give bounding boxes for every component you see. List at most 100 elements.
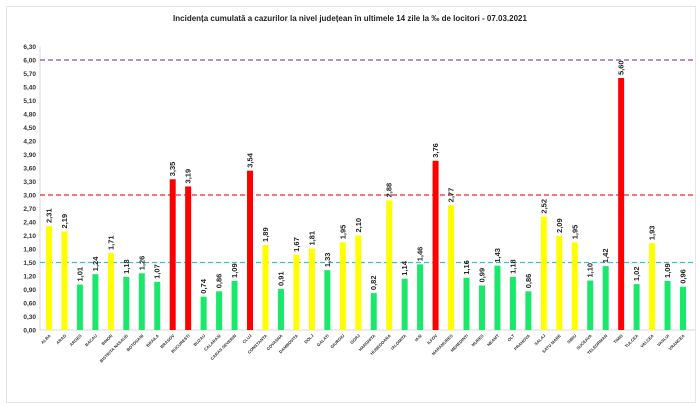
bar	[61, 231, 68, 330]
y-tick-label: 5,70	[23, 71, 36, 78]
data-label: 1,42	[601, 248, 610, 263]
bar	[401, 278, 408, 330]
bar	[602, 266, 609, 330]
bar	[247, 170, 254, 330]
bar	[324, 270, 331, 330]
data-label: 1,95	[570, 225, 579, 240]
y-tick-label: 3,00	[23, 193, 36, 200]
bar	[633, 284, 640, 330]
category-label: VASLUI	[656, 333, 670, 347]
category-label: IALOMITA	[390, 333, 408, 351]
bar	[138, 273, 145, 330]
y-tick-label: 0,60	[23, 301, 36, 308]
bar	[509, 276, 516, 330]
data-label: 2,10	[354, 218, 363, 233]
bar	[386, 200, 393, 330]
bar	[154, 281, 161, 330]
y-tick-label: 3,30	[23, 179, 36, 186]
data-label: 1,89	[261, 227, 270, 242]
bar	[556, 235, 563, 330]
bar	[200, 296, 207, 330]
data-label: 3,76	[431, 143, 440, 158]
data-label: 1,18	[122, 259, 131, 274]
y-tick-label: 5,40	[23, 85, 36, 92]
y-tick-label: 4,50	[23, 125, 36, 132]
y-tick-label: 4,20	[23, 139, 36, 146]
bar	[463, 277, 470, 330]
bar	[680, 286, 686, 330]
category-label: SIBIU	[566, 333, 577, 344]
data-label: 3,35	[168, 162, 177, 177]
bar	[571, 242, 578, 330]
data-label: 1,07	[153, 264, 162, 279]
bar	[231, 280, 238, 330]
bar	[277, 289, 284, 330]
y-tick-label: 1,80	[23, 247, 36, 254]
data-label: 0,86	[524, 274, 533, 289]
data-label: 1,46	[416, 247, 425, 262]
category-label: SALAJ	[533, 333, 547, 347]
category-label: BUZAU	[192, 333, 206, 347]
category-label: BIHOR	[100, 333, 113, 346]
y-tick-label: 1,50	[23, 260, 36, 267]
data-label: 0,74	[199, 278, 208, 293]
category-label: ARAD	[55, 333, 67, 345]
bar	[432, 160, 439, 330]
bar	[478, 285, 485, 330]
y-tick-label: 2,70	[23, 206, 36, 213]
y-tick-label: 0,30	[23, 314, 36, 321]
data-label: 2,31	[45, 208, 54, 223]
bar	[355, 235, 362, 330]
category-label: MURES	[470, 333, 484, 347]
bar	[92, 274, 99, 330]
data-label: 1,01	[75, 267, 84, 282]
bar	[339, 242, 346, 330]
y-tick-label: 3,90	[23, 152, 36, 159]
data-label: 1,71	[106, 235, 115, 250]
chart-title: Incidența cumulată a cazurilor la nivel …	[173, 14, 527, 23]
bar	[123, 276, 130, 330]
category-label: GORJ	[349, 333, 361, 345]
category-label: GIURGIU	[329, 333, 345, 349]
data-label: 3,19	[184, 169, 193, 184]
category-label: BACAU	[84, 333, 98, 347]
data-label: 1,24	[91, 256, 100, 271]
data-label: 2,77	[447, 188, 456, 203]
y-tick-label: 5,10	[23, 98, 36, 105]
bar	[664, 280, 671, 330]
data-label: 1,18	[508, 259, 517, 274]
category-label: ALBA	[40, 333, 52, 345]
category-label: IASI	[414, 333, 423, 342]
category-label: GALATI	[316, 333, 330, 347]
y-tick-label: 6,00	[23, 58, 36, 65]
data-label: 1,81	[307, 231, 316, 246]
category-label: TULCEA	[624, 333, 640, 349]
data-label: 1,95	[338, 225, 347, 240]
data-label: 1,16	[462, 260, 471, 275]
bar	[417, 264, 424, 330]
category-label: ARGES	[69, 333, 83, 347]
bar	[262, 244, 269, 330]
bar	[216, 291, 223, 330]
data-label: 2,09	[555, 218, 564, 233]
data-label: 1,26	[137, 256, 146, 271]
data-label: 2,19	[60, 214, 69, 229]
data-label: 2,88	[385, 183, 394, 198]
data-label: 0,99	[477, 268, 486, 283]
bar	[649, 243, 656, 330]
data-label: 1,09	[663, 263, 672, 278]
bar	[525, 291, 532, 330]
data-label: 0,91	[276, 271, 285, 286]
category-label: VALCEA	[639, 333, 654, 348]
data-label: 5,60	[617, 60, 626, 75]
bar	[370, 293, 377, 330]
bar	[618, 78, 625, 330]
data-label: 0,96	[679, 269, 688, 284]
y-tick-label: 2,40	[23, 220, 36, 227]
y-tick-label: 1,20	[23, 274, 36, 281]
data-label: 1,14	[400, 260, 409, 275]
bar	[540, 216, 547, 330]
data-label: 3,54	[246, 152, 255, 167]
data-label: 1,93	[648, 226, 657, 241]
